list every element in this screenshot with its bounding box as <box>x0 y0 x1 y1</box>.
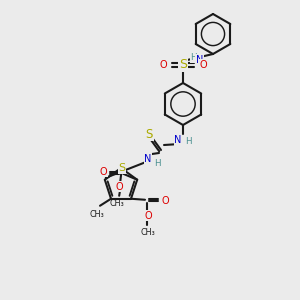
Text: H: H <box>185 137 191 146</box>
Text: N: N <box>196 55 203 65</box>
Text: H: H <box>154 160 160 169</box>
Text: O: O <box>159 60 167 70</box>
Text: O: O <box>116 182 123 192</box>
Text: CH₃: CH₃ <box>110 199 124 208</box>
Text: O: O <box>99 167 107 177</box>
Text: N: N <box>144 154 152 164</box>
Text: N: N <box>174 135 182 145</box>
Text: O: O <box>199 60 207 70</box>
Text: S: S <box>179 58 187 71</box>
Text: S: S <box>118 163 126 173</box>
Text: O: O <box>161 196 169 206</box>
Text: CH₃: CH₃ <box>141 228 155 237</box>
Text: O: O <box>144 211 152 221</box>
Text: H: H <box>190 53 197 62</box>
Text: CH₃: CH₃ <box>90 210 104 219</box>
Text: S: S <box>145 128 153 140</box>
